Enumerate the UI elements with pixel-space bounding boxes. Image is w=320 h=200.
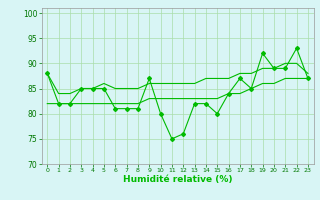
X-axis label: Humidité relative (%): Humidité relative (%)	[123, 175, 232, 184]
